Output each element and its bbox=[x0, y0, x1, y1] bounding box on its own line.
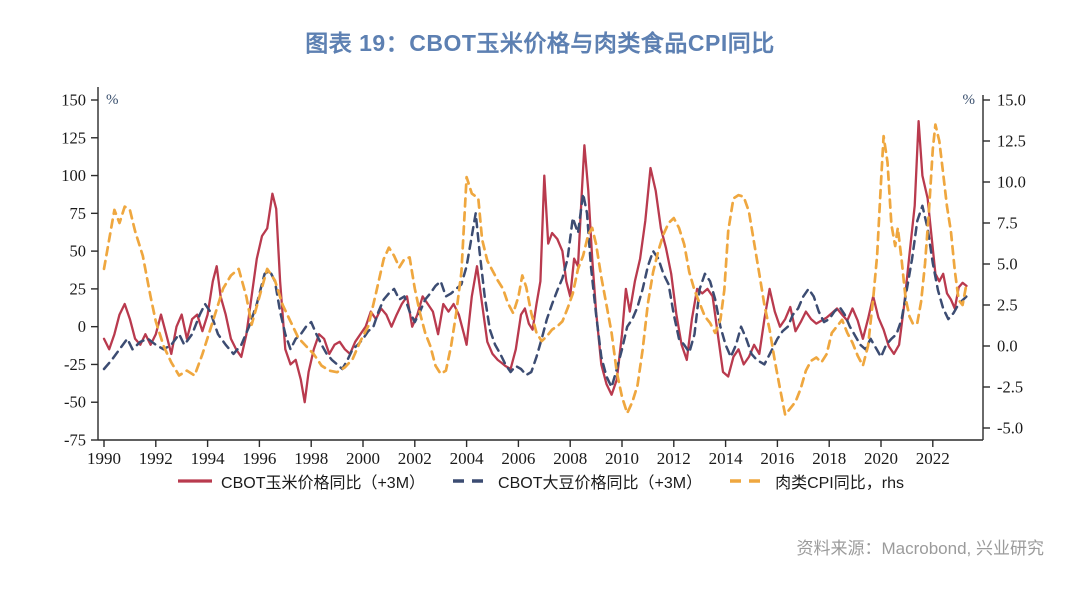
left-axis-tick-label: -75 bbox=[64, 431, 86, 450]
right-axis-unit-label: % bbox=[963, 92, 976, 108]
x-axis-tick-label: 2008 bbox=[553, 449, 587, 468]
meat-cpi-line-swatch-icon bbox=[730, 479, 767, 483]
legend-item-corn: CBOT玉米价格同比（+3M） bbox=[176, 469, 425, 493]
right-axis-tick-label: 15.0 bbox=[997, 91, 1026, 110]
right-axis-tick-label: 10.0 bbox=[997, 173, 1026, 192]
x-axis-tick-label: 2014 bbox=[709, 449, 744, 468]
left-axis-tick-label: 100 bbox=[61, 166, 86, 185]
left-axis-tick-label: -50 bbox=[64, 393, 86, 412]
legend-item-meat-cpi: 肉类CPI同比，rhs bbox=[728, 469, 904, 493]
corn-line-swatch-icon bbox=[178, 479, 213, 483]
corn-yoy-line bbox=[102, 120, 968, 404]
legend-label-meat-cpi: 肉类CPI同比，rhs bbox=[775, 475, 904, 492]
x-axis-tick-label: 2022 bbox=[916, 449, 950, 468]
x-axis-tick-label: 2012 bbox=[657, 449, 691, 468]
left-axis-tick-label: 25 bbox=[70, 279, 87, 298]
right-axis-tick-label: 5.0 bbox=[997, 255, 1018, 274]
right-axis-tick-label: -2.5 bbox=[997, 378, 1023, 397]
x-axis-tick-label: 2018 bbox=[812, 449, 846, 468]
x-axis-tick-label: 2010 bbox=[605, 449, 639, 468]
chart-title: 图表 19：CBOT玉米价格与肉类食品CPI同比 bbox=[305, 30, 775, 56]
left-axis-tick-label: 0 bbox=[78, 317, 86, 336]
x-axis-tick-label: 1994 bbox=[191, 449, 226, 468]
left-axis-unit-label: % bbox=[106, 92, 119, 108]
left-axis-tick-label: 125 bbox=[61, 128, 86, 147]
legend-label-corn: CBOT玉米价格同比（+3M） bbox=[221, 475, 426, 492]
right-axis-tick-label: 2.5 bbox=[997, 296, 1018, 315]
chart-plot: 150 125 100 75 50 25 0 -25 -50 -75 15.0 12.5 10.0 7.5… bbox=[61, 87, 1026, 468]
soybean-line-swatch-icon bbox=[453, 479, 490, 483]
x-axis-tick-label: 1990 bbox=[87, 449, 121, 468]
left-axis-tick-label: -25 bbox=[64, 355, 86, 374]
x-axis-tick-label: 2004 bbox=[450, 449, 485, 468]
x-axis-tick-label: 1996 bbox=[242, 449, 276, 468]
x-axis-tick-label: 1992 bbox=[139, 449, 173, 468]
right-axis-tick-label: 7.5 bbox=[997, 214, 1018, 233]
right-axis-tick-label: 12.5 bbox=[997, 132, 1026, 151]
x-axis-tick-label: 2000 bbox=[346, 449, 380, 468]
x-axis-tick-label: 2016 bbox=[760, 449, 794, 468]
left-axis-tick-label: 75 bbox=[70, 204, 87, 223]
source-attribution: 资料来源：Macrobond, 兴业研究 bbox=[796, 539, 1045, 558]
x-axis-tick-label: 2020 bbox=[864, 449, 898, 468]
right-axis-tick-label: -5.0 bbox=[997, 419, 1023, 438]
x-axis-tick-label: 2006 bbox=[501, 449, 535, 468]
chart-legend: CBOT玉米价格同比（+3M） CBOT大豆价格同比（+3M） 肉类CPI同比，… bbox=[0, 468, 1080, 494]
x-axis-tick-label: 2002 bbox=[398, 449, 432, 468]
legend-item-soybean: CBOT大豆价格同比（+3M） bbox=[451, 469, 702, 493]
legend-label-soybean: CBOT大豆价格同比（+3M） bbox=[498, 475, 703, 492]
meat-cpi-yoy-line bbox=[102, 123, 968, 417]
x-axis-tick-label: 1998 bbox=[294, 449, 328, 468]
soybean-yoy-line bbox=[102, 192, 968, 389]
right-axis-tick-label: 0.0 bbox=[997, 337, 1018, 356]
left-axis-tick-label: 150 bbox=[61, 91, 86, 110]
left-axis-tick-label: 50 bbox=[70, 242, 87, 261]
